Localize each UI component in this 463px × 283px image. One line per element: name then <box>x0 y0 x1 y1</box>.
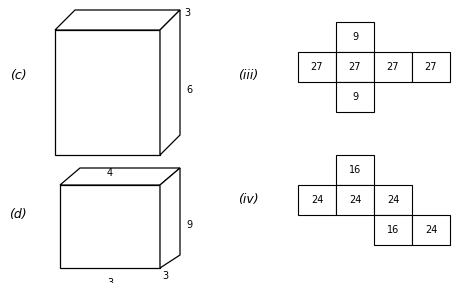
Text: 16: 16 <box>348 165 360 175</box>
Text: (d): (d) <box>9 209 27 222</box>
Text: 24: 24 <box>348 195 360 205</box>
Text: 3: 3 <box>162 271 168 281</box>
Bar <box>335 22 373 52</box>
Text: 24: 24 <box>310 195 323 205</box>
Text: (c): (c) <box>10 68 26 82</box>
Text: 3: 3 <box>106 278 113 283</box>
Bar <box>335 82 373 112</box>
Text: 24: 24 <box>424 225 436 235</box>
Bar <box>411 215 449 245</box>
Text: 9: 9 <box>351 32 357 42</box>
Text: (iii): (iii) <box>238 68 257 82</box>
Text: 9: 9 <box>351 92 357 102</box>
Bar <box>373 215 411 245</box>
Text: 4: 4 <box>106 168 113 178</box>
Text: 16: 16 <box>386 225 398 235</box>
Text: 3: 3 <box>184 8 190 18</box>
Polygon shape <box>60 185 160 268</box>
Text: 27: 27 <box>348 62 361 72</box>
Text: 24: 24 <box>386 195 398 205</box>
Bar <box>411 52 449 82</box>
Polygon shape <box>160 10 180 155</box>
Bar <box>297 185 335 215</box>
Text: 27: 27 <box>386 62 398 72</box>
Bar <box>297 52 335 82</box>
Polygon shape <box>160 168 180 268</box>
Text: 27: 27 <box>424 62 436 72</box>
Text: 6: 6 <box>186 85 192 95</box>
Polygon shape <box>55 30 160 155</box>
Bar <box>335 52 373 82</box>
Bar <box>373 52 411 82</box>
Text: (iv): (iv) <box>237 194 258 207</box>
Text: 27: 27 <box>310 62 323 72</box>
Bar <box>335 185 373 215</box>
Bar <box>373 185 411 215</box>
Text: 9: 9 <box>186 220 192 230</box>
Polygon shape <box>60 168 180 185</box>
Bar <box>335 155 373 185</box>
Polygon shape <box>55 10 180 30</box>
